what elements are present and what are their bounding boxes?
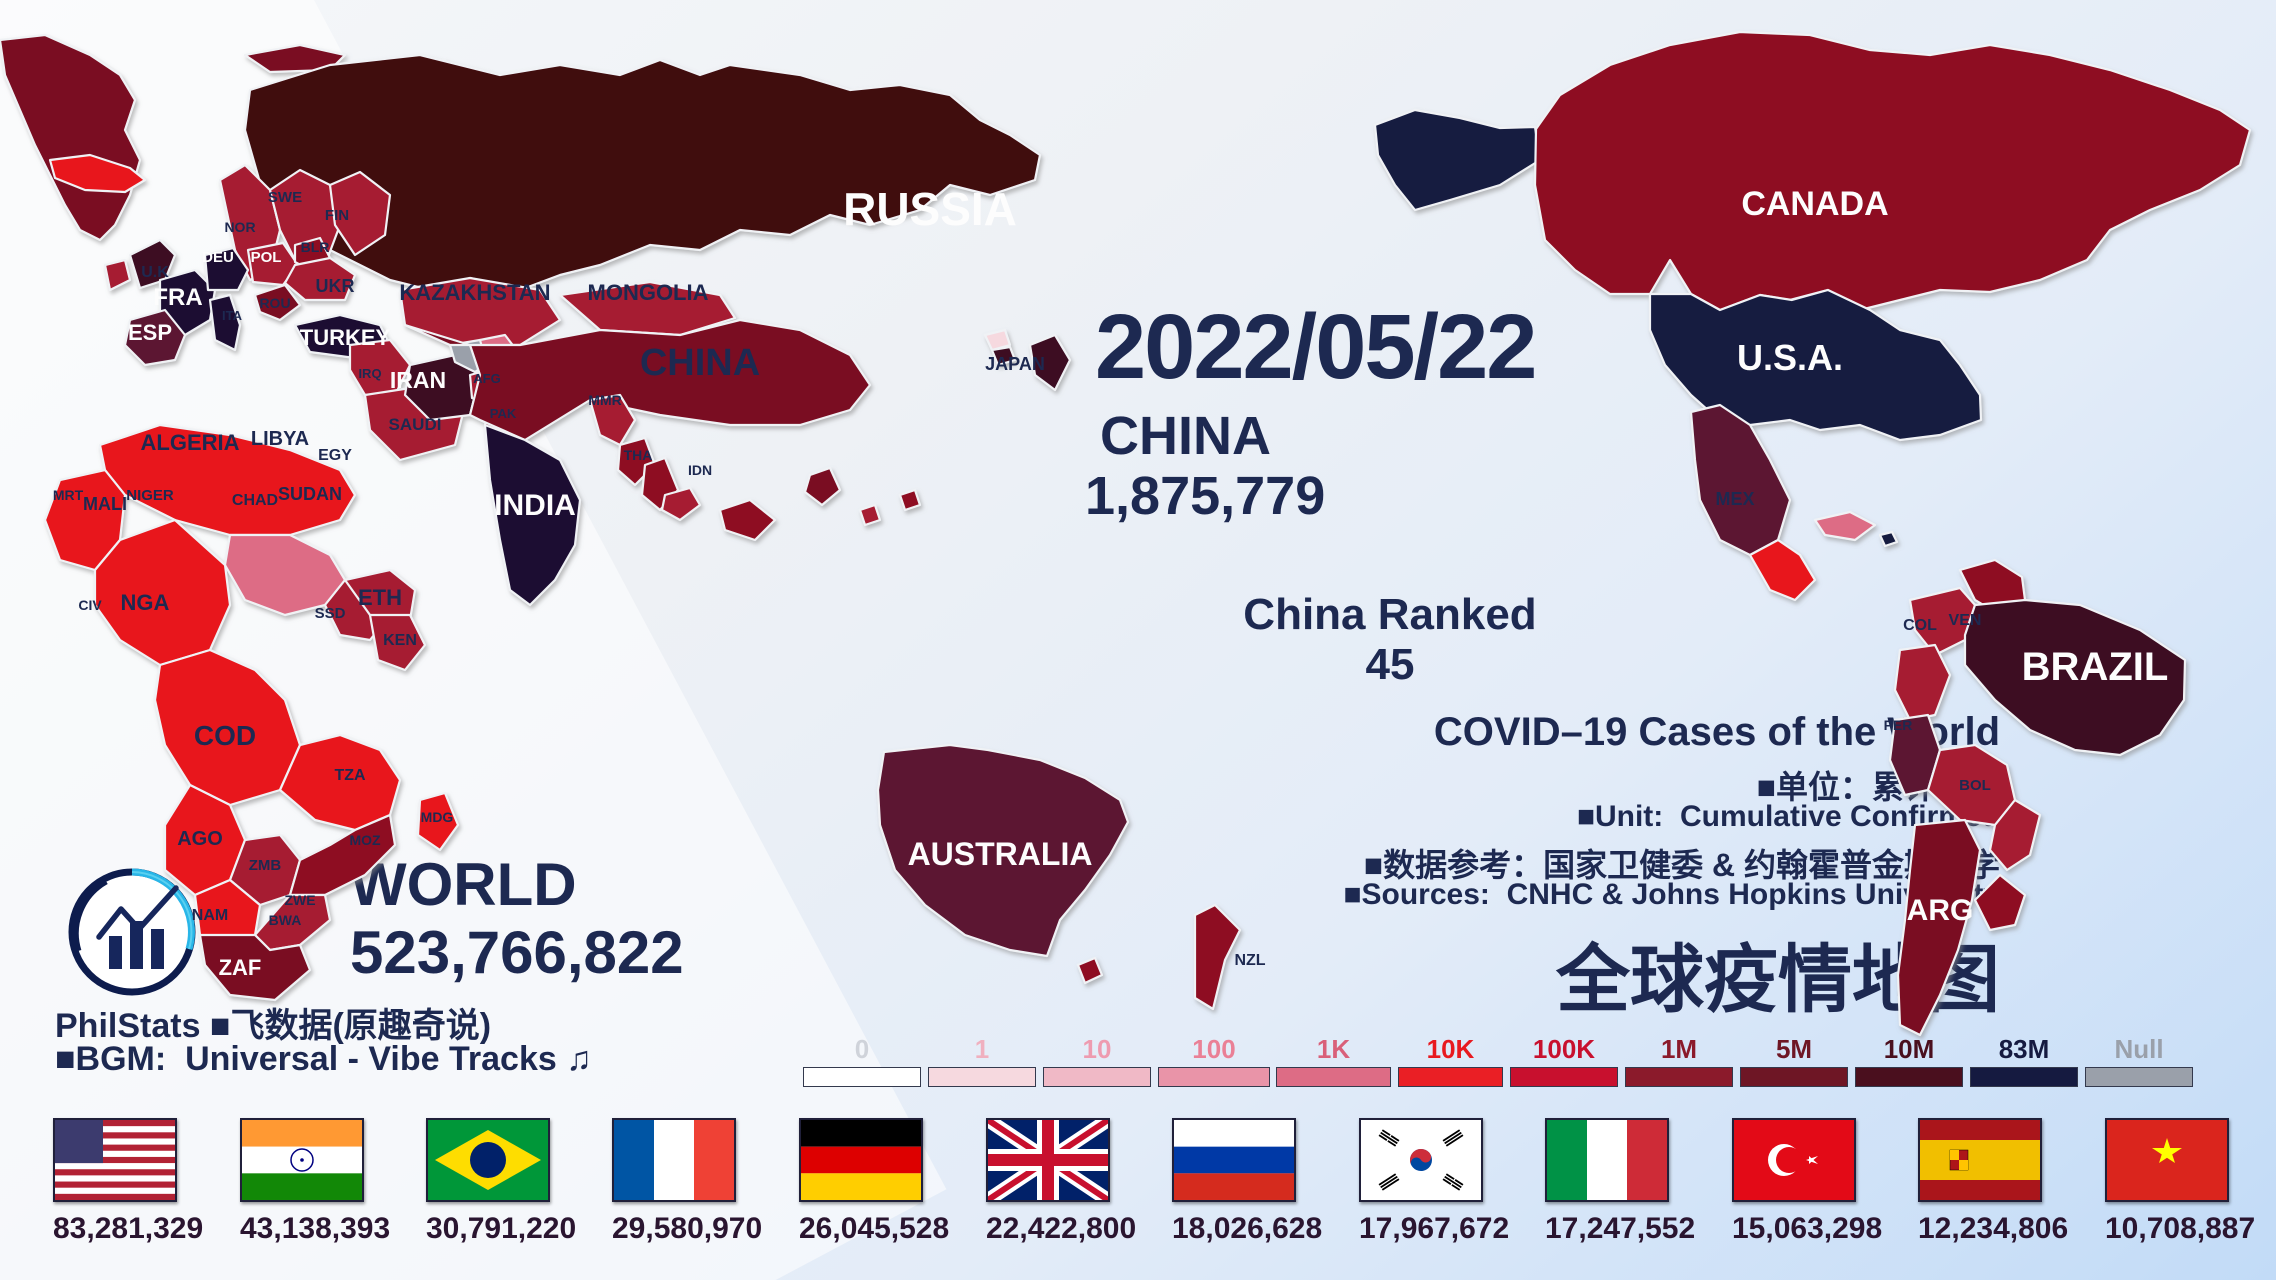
svg-text:TZA: TZA [334,767,366,784]
svg-text:THA: THA [624,447,653,463]
svg-text:UKR: UKR [316,276,355,296]
svg-text:MONGOLIA: MONGOLIA [588,280,709,305]
svg-text:BWA: BWA [269,912,302,928]
svg-text:CHINA: CHINA [640,342,760,384]
svg-text:AUSTRALIA: AUSTRALIA [908,836,1093,872]
svg-text:ZWE: ZWE [284,892,315,908]
svg-text:MEX: MEX [1715,489,1754,509]
svg-text:COD: COD [194,720,256,751]
svg-text:ITA: ITA [222,308,243,323]
svg-text:INDIA: INDIA [494,489,576,522]
svg-text:TURKEY: TURKEY [300,325,391,350]
svg-text:NGA: NGA [121,590,170,615]
svg-text:FIN: FIN [325,207,349,224]
svg-text:ETH: ETH [358,585,402,610]
svg-text:SSD: SSD [315,605,346,622]
svg-text:NIGER: NIGER [126,487,174,504]
svg-text:ROU: ROU [259,295,290,311]
svg-text:CIV: CIV [78,597,102,613]
svg-text:KAZAKHSTAN: KAZAKHSTAN [399,280,550,305]
svg-text:MMR: MMR [588,392,621,408]
svg-text:ESP: ESP [128,320,172,345]
svg-text:PER: PER [1884,717,1913,733]
svg-text:BRAZIL: BRAZIL [2022,645,2169,689]
svg-text:CANADA: CANADA [1741,185,1888,223]
svg-text:EGY: EGY [318,447,352,464]
svg-text:CHAD: CHAD [232,492,278,509]
svg-text:SAUDI: SAUDI [389,415,442,434]
svg-text:MALI: MALI [83,494,127,514]
svg-text:NAM: NAM [192,907,228,924]
svg-text:BLR: BLR [301,239,330,255]
svg-text:ZMB: ZMB [249,857,282,874]
svg-text:COL: COL [1903,617,1937,634]
svg-text:MOZ: MOZ [349,832,381,848]
svg-text:ALGERIA: ALGERIA [141,430,240,455]
svg-text:IRAN: IRAN [390,367,446,393]
svg-text:AGO: AGO [177,828,223,850]
svg-text:JAPAN: JAPAN [985,354,1045,374]
svg-text:VEN: VEN [1949,612,1982,629]
svg-text:FRA: FRA [153,284,202,311]
svg-text:ARG: ARG [1907,894,1974,927]
svg-text:DEU: DEU [202,249,234,266]
svg-text:ZAF: ZAF [219,955,262,980]
svg-text:KEN: KEN [383,632,417,649]
svg-text:MRT: MRT [53,487,84,503]
svg-text:POL: POL [251,249,282,266]
svg-text:U.S.A.: U.S.A. [1737,337,1843,378]
svg-text:NZL: NZL [1234,952,1265,969]
svg-text:PAK: PAK [490,406,517,421]
svg-text:NOR: NOR [224,219,255,235]
svg-text:BOL: BOL [1959,777,1991,794]
svg-text:RUSSIA: RUSSIA [843,183,1017,235]
svg-text:AFG: AFG [473,371,500,386]
svg-text:IRQ: IRQ [358,366,381,381]
svg-text:U.K: U.K [141,264,169,281]
svg-text:SUDAN: SUDAN [278,484,342,504]
svg-text:LIBYA: LIBYA [251,428,309,450]
svg-text:SWE: SWE [268,189,302,206]
svg-text:MDG: MDG [421,809,454,825]
svg-text:IDN: IDN [688,462,712,478]
